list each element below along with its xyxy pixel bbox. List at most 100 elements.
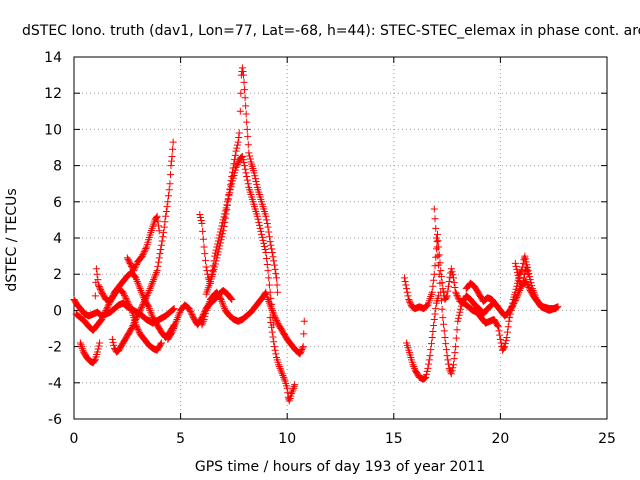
data-point	[203, 305, 211, 313]
data-point	[96, 284, 104, 292]
data-point	[284, 389, 292, 397]
data-point	[425, 360, 433, 368]
data-point	[518, 283, 526, 291]
data-point	[270, 343, 278, 351]
data-point	[270, 338, 278, 346]
data-point	[228, 296, 236, 304]
data-point	[403, 285, 411, 293]
data-point	[445, 360, 453, 368]
data-point	[128, 325, 136, 332]
data-point	[130, 318, 138, 326]
data-point	[169, 325, 177, 332]
data-point	[133, 261, 141, 269]
data-point	[155, 222, 163, 230]
data-point	[254, 215, 262, 223]
data-point	[159, 233, 167, 241]
data-point	[241, 86, 249, 94]
data-point	[213, 254, 221, 262]
data-point	[168, 328, 176, 336]
data-point	[138, 252, 146, 260]
data-point	[135, 283, 143, 291]
data-point	[514, 271, 522, 279]
data-point	[153, 212, 161, 220]
data-point	[139, 300, 147, 308]
data-point	[263, 255, 271, 263]
data-point	[449, 364, 457, 372]
data-point	[226, 294, 234, 302]
data-point	[226, 181, 234, 189]
data-point	[171, 321, 179, 329]
data-point	[167, 162, 175, 170]
y-axis-label: dSTEC / TECUs	[4, 188, 20, 291]
data-point	[525, 270, 533, 278]
data-point	[134, 325, 142, 333]
data-point	[155, 258, 163, 266]
data-point	[243, 172, 251, 180]
data-point	[263, 216, 271, 224]
data-point	[233, 160, 241, 168]
data-point	[516, 286, 524, 294]
data-point	[95, 342, 103, 350]
data-point	[235, 134, 243, 142]
data-point	[439, 285, 447, 293]
data-point	[130, 320, 138, 328]
data-point	[98, 314, 106, 322]
data-point	[147, 310, 155, 318]
data-point	[217, 296, 225, 304]
data-point	[108, 335, 116, 343]
data-point	[133, 277, 141, 285]
data-point	[164, 198, 172, 206]
data-point	[259, 236, 267, 244]
data-point	[136, 306, 144, 314]
data-point	[251, 175, 259, 183]
data-point	[147, 281, 155, 289]
data-point	[268, 245, 276, 253]
y-tick-label: 14	[44, 50, 62, 66]
data-point	[454, 314, 462, 322]
data-point	[132, 315, 140, 323]
data-point	[261, 290, 269, 298]
data-point	[152, 268, 160, 276]
data-point	[443, 292, 451, 300]
data-point	[138, 303, 146, 311]
data-point	[271, 265, 279, 273]
data-point	[431, 215, 439, 223]
data-point	[299, 343, 307, 351]
y-tick-label: 4	[53, 231, 62, 247]
data-point	[243, 125, 251, 133]
data-point	[268, 248, 276, 256]
data-point	[120, 290, 128, 298]
data-point	[253, 180, 261, 188]
data-point	[196, 210, 204, 218]
data-point	[273, 281, 281, 289]
data-point	[442, 340, 450, 348]
data-point	[296, 350, 304, 358]
data-point	[241, 162, 249, 170]
data-point	[266, 314, 274, 322]
data-point	[437, 297, 445, 305]
x-tick-label: 25	[598, 431, 616, 447]
data-point	[122, 294, 130, 302]
data-point	[93, 348, 101, 356]
data-point	[94, 276, 102, 284]
data-point	[199, 235, 207, 243]
data-point	[229, 164, 237, 172]
data-point	[263, 261, 271, 269]
data-point	[445, 277, 453, 285]
y-tick-label: -6	[48, 412, 62, 428]
data-point	[513, 265, 521, 273]
data-point	[265, 228, 273, 236]
data-point	[135, 309, 143, 317]
data-point	[157, 245, 165, 253]
data-point	[521, 252, 529, 260]
data-point	[132, 274, 140, 282]
data-point	[432, 305, 440, 313]
data-point	[447, 370, 455, 378]
data-point	[155, 254, 163, 262]
x-tick-label: 20	[491, 431, 509, 447]
data-point	[444, 356, 452, 364]
data-point	[506, 314, 514, 322]
data-point	[200, 315, 208, 323]
data-point	[231, 156, 239, 164]
